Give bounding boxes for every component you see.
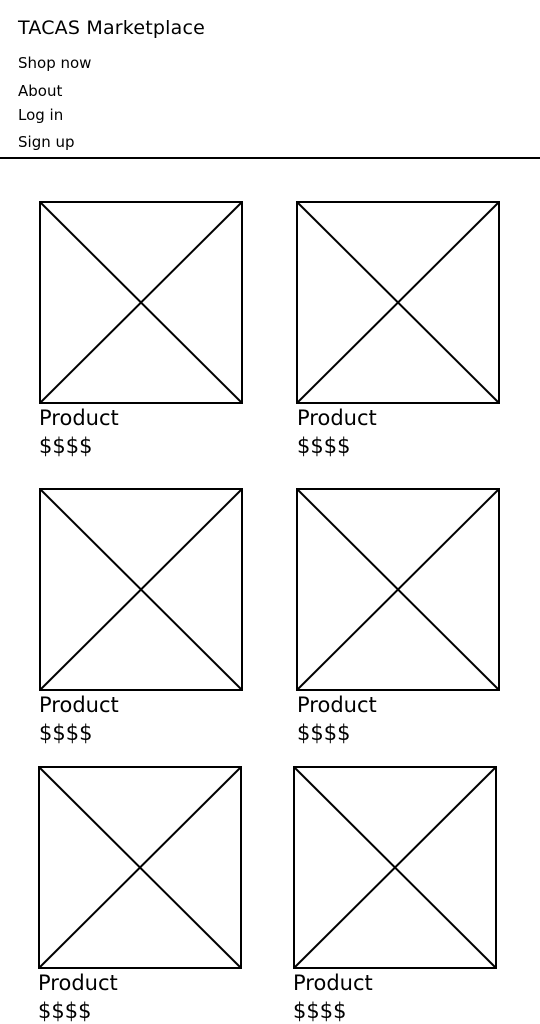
product-name[interactable]: Product [293,971,373,995]
image-placeholder-icon[interactable] [38,766,242,969]
image-placeholder-icon[interactable] [293,766,497,969]
image-placeholder-icon[interactable] [39,201,243,404]
nav-log-in[interactable]: Log in [18,106,64,124]
product-name[interactable]: Product [297,693,377,717]
nav-sign-up[interactable]: Sign up [18,133,75,151]
nav-shop-now[interactable]: Shop now [18,54,92,72]
nav-about[interactable]: About [18,82,63,100]
product-price: $$$$ [297,434,351,458]
site-title[interactable]: TACAS Marketplace [18,17,205,39]
product-name[interactable]: Product [297,406,377,430]
image-placeholder-icon[interactable] [39,488,243,691]
header-divider [0,157,540,159]
image-placeholder-icon[interactable] [296,488,500,691]
product-price: $$$$ [39,434,93,458]
product-name[interactable]: Product [38,971,118,995]
image-placeholder-icon[interactable] [296,201,500,404]
product-price: $$$$ [39,721,93,745]
product-name[interactable]: Product [39,693,119,717]
product-name[interactable]: Product [39,406,119,430]
product-price: $$$$ [38,999,92,1023]
product-price: $$$$ [293,999,347,1023]
site-header: TACAS Marketplace Shop now About Log in … [0,0,540,159]
product-price: $$$$ [297,721,351,745]
